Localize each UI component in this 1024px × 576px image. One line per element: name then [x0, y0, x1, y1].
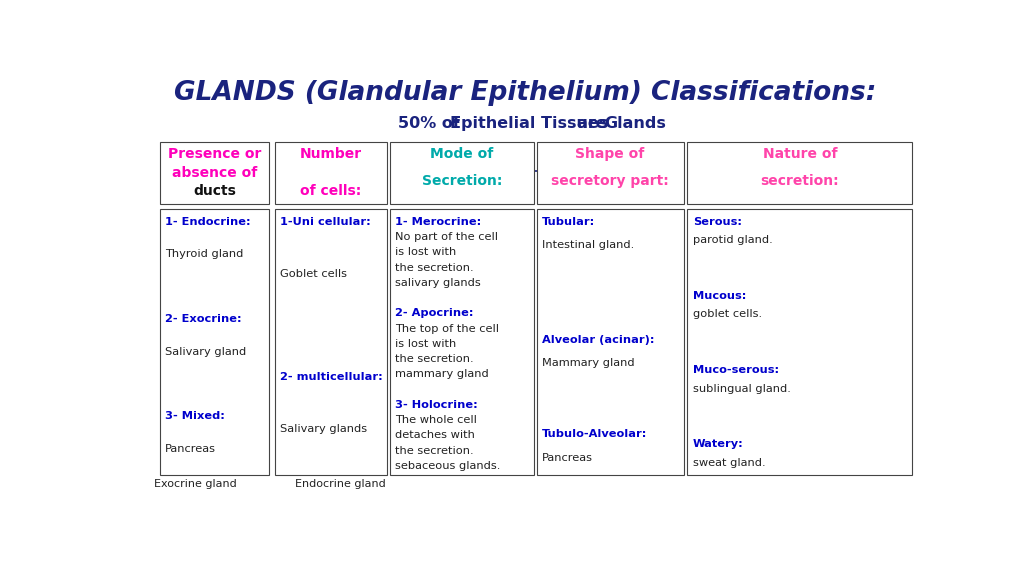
- Text: Exocrine gland: Exocrine gland: [154, 479, 237, 490]
- Text: GLANDS (Glandular Epithelium) Classifications:: GLANDS (Glandular Epithelium) Classifica…: [174, 80, 876, 106]
- Text: Mode of: Mode of: [430, 147, 494, 161]
- Text: 1- Endocrine:: 1- Endocrine:: [165, 217, 251, 227]
- FancyBboxPatch shape: [160, 142, 269, 204]
- Text: is lost with: is lost with: [395, 247, 457, 257]
- Text: 3- Holocrine:: 3- Holocrine:: [395, 400, 478, 410]
- Text: Glands: Glands: [604, 116, 666, 131]
- Text: Presence or: Presence or: [168, 147, 261, 161]
- FancyBboxPatch shape: [390, 209, 535, 475]
- Text: 1-Uni cellular:: 1-Uni cellular:: [281, 217, 371, 227]
- Text: Nature of: Nature of: [763, 147, 837, 161]
- FancyBboxPatch shape: [537, 142, 684, 204]
- Text: Muco-serous:: Muco-serous:: [693, 365, 779, 375]
- Text: the secretion.: the secretion.: [395, 446, 474, 456]
- Text: Tubular:: Tubular:: [543, 217, 596, 227]
- Text: secretory part:: secretory part:: [551, 174, 669, 188]
- Text: Epithelial Tissues: Epithelial Tissues: [450, 116, 613, 131]
- FancyBboxPatch shape: [390, 142, 535, 204]
- FancyBboxPatch shape: [160, 209, 269, 475]
- Text: the secretion.: the secretion.: [395, 263, 474, 272]
- Text: sublingual gland.: sublingual gland.: [693, 384, 791, 393]
- Text: 2- Apocrine:: 2- Apocrine:: [395, 308, 474, 319]
- Text: 2- multicellular:: 2- multicellular:: [281, 373, 383, 382]
- Text: goblet cells.: goblet cells.: [693, 309, 762, 320]
- Text: Mammary gland: Mammary gland: [543, 358, 635, 368]
- Text: is lost with: is lost with: [395, 339, 457, 349]
- Text: absence of: absence of: [172, 165, 257, 180]
- Text: the secretion.: the secretion.: [395, 354, 474, 364]
- Text: Number: Number: [300, 147, 361, 161]
- Text: Salivary glands: Salivary glands: [281, 425, 368, 434]
- Text: mammary gland: mammary gland: [395, 369, 489, 380]
- Text: Pancreas: Pancreas: [165, 444, 216, 454]
- Text: sebaceous glands.: sebaceous glands.: [395, 461, 501, 471]
- Text: Tubulo-Alveolar:: Tubulo-Alveolar:: [543, 429, 647, 439]
- Text: of cells:: of cells:: [300, 184, 361, 198]
- Text: Salivary gland: Salivary gland: [165, 347, 247, 357]
- Text: secretion:: secretion:: [761, 174, 839, 188]
- Text: Shape of: Shape of: [575, 147, 645, 161]
- Text: parotid gland.: parotid gland.: [693, 236, 773, 245]
- FancyBboxPatch shape: [537, 209, 684, 475]
- Text: Thyroid gland: Thyroid gland: [165, 249, 244, 259]
- Text: Secretion:: Secretion:: [422, 174, 503, 188]
- Text: ducts: ducts: [194, 184, 236, 198]
- Text: Mucous:: Mucous:: [693, 291, 746, 301]
- Text: 3- Mixed:: 3- Mixed:: [165, 411, 225, 422]
- Text: 1- Merocrine:: 1- Merocrine:: [395, 217, 481, 227]
- Text: Watery:: Watery:: [693, 439, 743, 449]
- Text: 50% of: 50% of: [397, 116, 465, 131]
- FancyBboxPatch shape: [687, 209, 912, 475]
- Text: are: are: [577, 116, 612, 131]
- Text: No part of the cell: No part of the cell: [395, 232, 499, 242]
- Text: Intestinal gland.: Intestinal gland.: [543, 240, 635, 251]
- Text: Alveolar (acinar):: Alveolar (acinar):: [543, 335, 654, 345]
- Text: detaches with: detaches with: [395, 430, 475, 441]
- Text: Serous:: Serous:: [693, 217, 742, 227]
- Text: sweat gland.: sweat gland.: [693, 458, 766, 468]
- Text: Pancreas: Pancreas: [543, 453, 593, 463]
- FancyBboxPatch shape: [274, 142, 387, 204]
- FancyBboxPatch shape: [274, 209, 387, 475]
- Text: Goblet cells: Goblet cells: [281, 268, 347, 279]
- Text: 2- Exocrine:: 2- Exocrine:: [165, 314, 242, 324]
- Text: Endocrine gland: Endocrine gland: [295, 479, 386, 490]
- FancyBboxPatch shape: [687, 142, 912, 204]
- Text: salivary glands: salivary glands: [395, 278, 481, 288]
- Text: The whole cell: The whole cell: [395, 415, 477, 425]
- Text: The top of the cell: The top of the cell: [395, 324, 500, 334]
